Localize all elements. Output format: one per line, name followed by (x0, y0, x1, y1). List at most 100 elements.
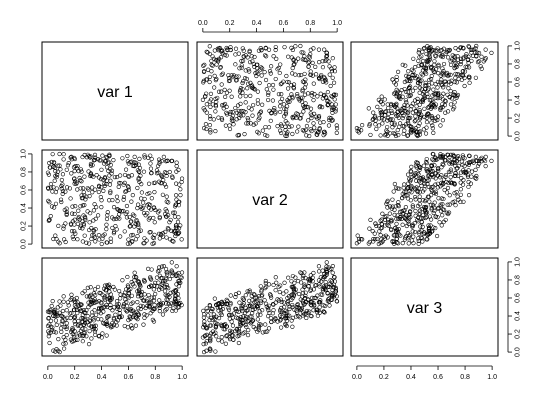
data-point (87, 227, 92, 233)
data-point (427, 199, 432, 204)
data-point (285, 86, 291, 91)
data-point (80, 334, 85, 339)
data-point (426, 112, 431, 117)
data-point (324, 269, 329, 274)
data-point (273, 275, 278, 280)
data-point (51, 236, 56, 242)
data-point (229, 312, 234, 318)
data-point (202, 108, 207, 113)
data-point (279, 130, 284, 136)
data-point (237, 66, 242, 71)
data-point (334, 299, 339, 304)
data-point (377, 116, 382, 121)
data-point (258, 67, 263, 72)
data-point (164, 282, 169, 288)
data-point (406, 185, 411, 190)
data-point (263, 301, 269, 306)
data-point (233, 292, 239, 297)
data-point (400, 115, 405, 121)
data-point (435, 114, 441, 119)
data-point (51, 164, 56, 169)
data-point (414, 129, 419, 134)
data-point (447, 161, 452, 166)
data-point (136, 222, 141, 227)
tick-label: 0.0 (43, 374, 53, 381)
data-point (386, 105, 391, 111)
data-point (404, 223, 409, 229)
data-point (432, 208, 437, 213)
data-point (255, 101, 261, 106)
data-point (447, 95, 452, 100)
data-point (241, 109, 246, 114)
data-point (245, 81, 251, 86)
data-point (417, 90, 422, 95)
data-point (405, 118, 411, 123)
data-point (268, 71, 273, 76)
data-point (283, 110, 289, 115)
data-point (236, 74, 241, 79)
data-point (141, 298, 146, 303)
data-point (360, 123, 365, 128)
data-point (406, 219, 411, 224)
data-point (271, 54, 276, 59)
data-point (450, 200, 455, 205)
data-point (461, 199, 466, 204)
data-point (111, 317, 116, 322)
data-point (171, 306, 176, 311)
data-point (420, 224, 425, 229)
data-point (331, 274, 337, 280)
data-point (459, 72, 464, 78)
data-point (297, 315, 303, 320)
data-point (315, 94, 320, 99)
data-point (216, 89, 222, 94)
tick-label: 0.2 (379, 374, 389, 381)
data-point (424, 214, 429, 220)
data-point (266, 308, 271, 313)
data-point (382, 97, 387, 102)
data-point (216, 308, 221, 313)
data-point (105, 304, 110, 310)
data-point (433, 155, 438, 161)
data-point (265, 329, 270, 334)
data-point (281, 79, 286, 84)
data-point (429, 217, 434, 222)
data-point (460, 45, 466, 50)
data-point (405, 110, 410, 115)
data-point (409, 164, 414, 169)
data-point (299, 99, 305, 104)
data-point (124, 215, 130, 220)
data-point (48, 307, 53, 313)
data-point (153, 207, 158, 212)
data-point (78, 308, 83, 313)
panel-frame (41, 257, 189, 357)
data-point (148, 229, 153, 235)
data-point (49, 303, 54, 309)
data-point (419, 228, 424, 233)
data-point (386, 220, 391, 225)
data-point (213, 321, 218, 326)
data-point (241, 320, 246, 326)
data-point (216, 59, 221, 64)
data-point (285, 104, 290, 109)
data-point (207, 337, 213, 343)
data-point (320, 292, 325, 297)
data-point (69, 154, 74, 159)
data-point (152, 232, 157, 237)
data-point (224, 301, 229, 307)
data-point (76, 214, 81, 220)
data-point (72, 169, 77, 174)
data-point (264, 87, 269, 92)
data-point (146, 284, 152, 290)
data-point (404, 73, 409, 78)
data-point (210, 102, 215, 107)
data-point (222, 87, 227, 92)
data-point (454, 80, 459, 85)
data-point (429, 185, 434, 190)
data-point (329, 68, 335, 74)
data-point (233, 329, 238, 334)
data-point (295, 303, 300, 308)
data-point (171, 229, 176, 234)
data-point (60, 319, 65, 324)
data-point (249, 83, 255, 88)
data-point (374, 223, 379, 228)
